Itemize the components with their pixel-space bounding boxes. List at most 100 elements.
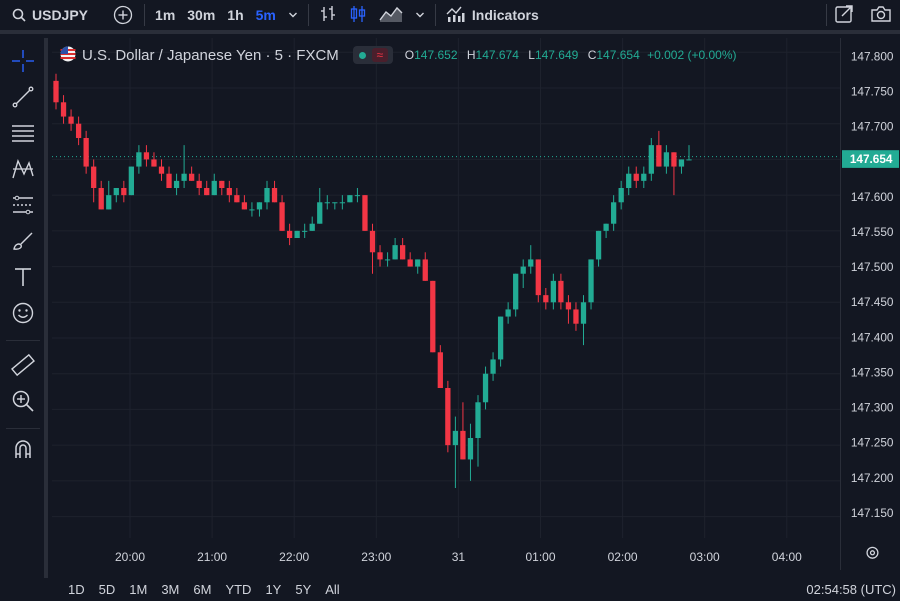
price-tick-label: 147.150	[851, 506, 894, 520]
time-tick-label: 21:00	[197, 550, 227, 564]
candle	[219, 180, 225, 196]
area-style-button[interactable]	[373, 0, 409, 30]
price-tick-label: 147.400	[851, 330, 894, 344]
candle	[75, 116, 82, 146]
range-6m[interactable]: 6M	[193, 582, 212, 597]
candle	[60, 95, 67, 124]
magnet-tool[interactable]	[8, 436, 38, 466]
text-tool[interactable]	[8, 264, 38, 294]
range-5y[interactable]: 5Y	[295, 582, 312, 597]
interval-30m[interactable]: 30m	[187, 7, 216, 23]
candle	[143, 145, 150, 167]
candle	[603, 223, 609, 238]
trend-line-tool[interactable]	[8, 84, 38, 114]
close-key: C	[587, 48, 597, 62]
candle	[626, 166, 632, 196]
candle	[513, 273, 519, 317]
settings-icon[interactable]	[866, 546, 879, 559]
chart-legend: U.S. Dollar / Japanese Yen · 5 · FXCM ≈ …	[60, 44, 737, 66]
range-5d[interactable]: 5D	[98, 582, 116, 597]
open-key: O	[404, 48, 415, 62]
range-all[interactable]: All	[325, 582, 340, 597]
indicators-label: Indicators	[471, 7, 539, 23]
candle	[204, 180, 210, 196]
fib-tool[interactable]	[8, 120, 38, 150]
price-tick-label: 147.300	[851, 401, 894, 415]
chart-type-dropdown[interactable]	[409, 0, 431, 30]
low-value: 147.649	[534, 48, 579, 62]
candle	[430, 280, 436, 353]
candle	[354, 188, 361, 203]
time-tick-label: 03:00	[690, 550, 720, 564]
candle	[279, 195, 285, 231]
candle	[377, 245, 383, 267]
candle	[302, 223, 308, 238]
top-toolbar: USDJPY 1m 30m 1h 5m	[0, 0, 900, 34]
chart-pane[interactable]: 20:00 21:00 22:00 23:00 31 01:00 02:00 03:00 04:…	[52, 38, 840, 570]
bar-style-button[interactable]	[313, 0, 343, 30]
us-flag-icon	[60, 46, 76, 65]
approx-icon: ≈	[371, 48, 388, 62]
zoom-tool[interactable]	[8, 388, 38, 418]
share-icon	[834, 4, 854, 27]
interval-dropdown[interactable]	[282, 0, 304, 30]
magnet-icon	[11, 437, 35, 466]
close-value: 147.654	[596, 48, 640, 62]
emoji-tool[interactable]	[8, 300, 38, 330]
toolbar-divider	[6, 428, 40, 429]
candle	[437, 345, 443, 388]
last-price-tag	[841, 150, 900, 168]
candle	[475, 395, 481, 467]
candle	[189, 166, 195, 181]
candles-style-button[interactable]	[343, 0, 373, 30]
snapshot-button[interactable]	[864, 0, 898, 30]
interval-5m[interactable]: 5m	[255, 7, 276, 23]
range-ytd[interactable]: YTD	[225, 582, 252, 597]
candle	[286, 223, 293, 246]
candle	[98, 180, 104, 210]
price-tick-label: 147.700	[851, 120, 894, 134]
candle	[663, 145, 670, 174]
candle	[68, 109, 74, 131]
pattern-tool[interactable]	[8, 156, 38, 186]
price-tick-label: 147.250	[851, 436, 894, 450]
candle	[317, 188, 323, 224]
bars-icon	[319, 5, 337, 26]
toolbar-divider	[144, 4, 146, 26]
toolbar-divider	[307, 4, 309, 26]
price-tick-label: 147.550	[851, 225, 894, 239]
utc-clock[interactable]: 02:54:58 (UTC)	[806, 582, 896, 597]
candle	[573, 302, 579, 331]
interval-1m[interactable]: 1m	[155, 7, 176, 23]
ruler-tool[interactable]	[8, 352, 38, 382]
candle	[241, 195, 248, 210]
compare-button[interactable]	[106, 0, 140, 30]
indicators-button[interactable]: Indicators	[440, 0, 545, 30]
range-1y[interactable]: 1Y	[265, 582, 282, 597]
candle	[445, 380, 451, 453]
symbol-search[interactable]: USDJPY	[0, 0, 94, 30]
candle	[671, 152, 677, 196]
candle	[384, 252, 391, 267]
crosshair-tool[interactable]	[8, 48, 38, 78]
brush-tool[interactable]	[8, 228, 38, 258]
candle	[482, 366, 489, 410]
candle	[648, 138, 654, 181]
candle	[633, 166, 639, 188]
candle	[332, 202, 338, 210]
candle	[173, 173, 180, 196]
range-1d[interactable]: 1D	[68, 582, 85, 597]
price-axis[interactable]: 147.800147.750147.700147.650147.600147.5…	[840, 38, 900, 570]
prediction-tool[interactable]	[8, 192, 38, 222]
time-tick-label: 02:00	[608, 550, 638, 564]
share-button[interactable]	[828, 0, 860, 30]
text-icon	[11, 265, 35, 294]
interval-1h[interactable]: 1h	[227, 7, 244, 23]
candle	[106, 180, 112, 210]
market-status-badge[interactable]: ≈	[352, 46, 393, 64]
time-tick-label: 20:00	[115, 550, 145, 564]
range-3m[interactable]: 3M	[161, 582, 180, 597]
candle	[467, 423, 474, 481]
range-1m[interactable]: 1M	[129, 582, 148, 597]
candle	[580, 295, 587, 346]
